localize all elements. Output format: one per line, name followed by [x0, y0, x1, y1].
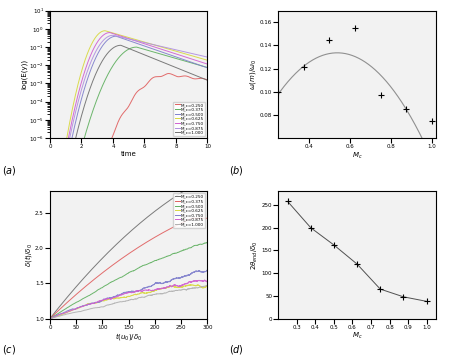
X-axis label: $M_c$: $M_c$ — [352, 151, 362, 161]
X-axis label: time: time — [121, 151, 137, 156]
Text: $(d)$: $(d)$ — [229, 343, 244, 355]
X-axis label: $t(u_0)/\delta_0$: $t(u_0)/\delta_0$ — [115, 331, 143, 342]
Y-axis label: log(E(y)): log(E(y)) — [21, 59, 28, 90]
Text: $(c)$: $(c)$ — [2, 343, 16, 355]
X-axis label: $M_c$: $M_c$ — [352, 331, 362, 342]
Y-axis label: $\delta(t)/\delta_0$: $\delta(t)/\delta_0$ — [23, 243, 34, 267]
Text: $(b)$: $(b)$ — [229, 164, 244, 176]
Y-axis label: $\omega(m)/\omega_0$: $\omega(m)/\omega_0$ — [248, 59, 258, 90]
Legend: M_c=0.250, M_c=0.375, M_c=0.500, M_c=0.625, M_c=0.750, M_c=0.875, M_c=1.000: M_c=0.250, M_c=0.375, M_c=0.500, M_c=0.6… — [173, 193, 205, 228]
Text: $(a)$: $(a)$ — [2, 164, 17, 176]
Y-axis label: $2\theta_{end}/\delta_0$: $2\theta_{end}/\delta_0$ — [250, 240, 260, 270]
Legend: M_c=0.250, M_c=0.375, M_c=0.500, M_c=0.625, M_c=0.750, M_c=0.875, M_c=1.000: M_c=0.250, M_c=0.375, M_c=0.500, M_c=0.6… — [173, 102, 205, 136]
